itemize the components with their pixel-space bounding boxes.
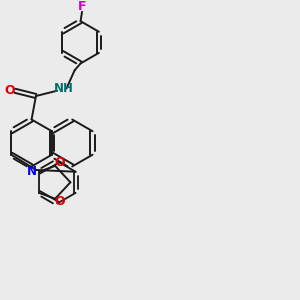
Text: F: F — [78, 0, 87, 13]
Text: O: O — [54, 156, 64, 170]
Text: O: O — [4, 84, 15, 97]
Text: O: O — [54, 195, 64, 208]
Text: NH: NH — [54, 82, 74, 95]
Text: N: N — [27, 165, 37, 178]
